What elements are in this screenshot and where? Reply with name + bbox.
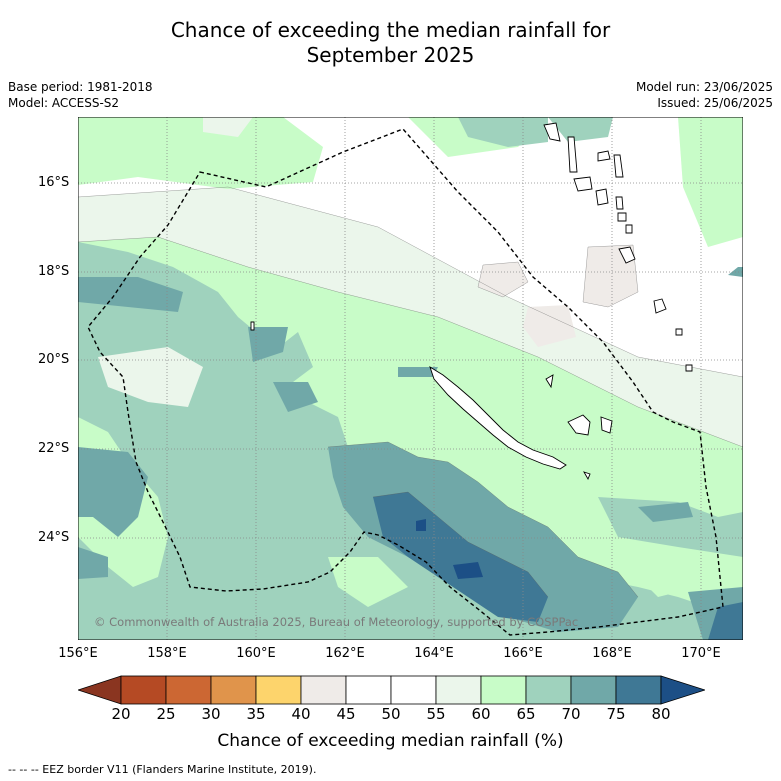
- colorbar-label: 60: [471, 705, 491, 723]
- colorbar-over-triangle: [660, 675, 705, 705]
- colorbar-label: 80: [651, 705, 671, 723]
- colorbar-box: [570, 675, 617, 705]
- title-line-1: Chance of exceeding the median rainfall …: [170, 18, 611, 42]
- colorbar-box: [120, 675, 167, 705]
- colorbar-box: [435, 675, 482, 705]
- copyright-text: © Commonwealth of Australia 2025, Bureau…: [94, 615, 578, 629]
- colorbar-label: 75: [606, 705, 626, 723]
- model-name: Model: ACCESS-S2: [8, 96, 120, 110]
- lon-label-168e: 168°E: [592, 646, 632, 661]
- title-line-2: September 2025: [306, 43, 475, 67]
- rainfall-map: © Commonwealth of Australia 2025, Bureau…: [78, 117, 743, 640]
- graticule: [78, 117, 743, 640]
- coastlines: [250, 122, 693, 481]
- lon-label-170e: 170°E: [681, 646, 721, 661]
- model-run: Model run: 23/06/2025: [635, 80, 773, 94]
- lon-label-160e: 160°E: [236, 646, 276, 661]
- lat-label-16s: 16°S: [38, 175, 70, 190]
- lon-label-164e: 164°E: [414, 646, 454, 661]
- colorbar-label: 30: [201, 705, 221, 723]
- colorbar-label: 25: [156, 705, 176, 723]
- colorbar-title: Chance of exceeding median rainfall (%): [217, 731, 564, 751]
- colorbar-under-triangle: [78, 675, 122, 705]
- colorbar-boxes: [120, 675, 662, 705]
- lon-label-162e: 162°E: [325, 646, 365, 661]
- lon-label-158e: 158°E: [147, 646, 187, 661]
- base-period: Base period: 1981-2018: [8, 80, 153, 94]
- colorbar-label: 20: [111, 705, 131, 723]
- colorbar-label: 50: [381, 705, 401, 723]
- lat-label-22s: 22°S: [38, 441, 70, 456]
- lat-label-18s: 18°S: [38, 264, 70, 279]
- colorbar-box: [300, 675, 347, 705]
- colorbar-box: [255, 675, 302, 705]
- meta-left: Base period: 1981-2018 Model: ACCESS-S2: [8, 79, 153, 111]
- colorbar-box: [525, 675, 572, 705]
- colorbar-box: [210, 675, 257, 705]
- colorbar-label: 55: [426, 705, 446, 723]
- colorbar-label: 35: [246, 705, 266, 723]
- lat-label-20s: 20°S: [38, 352, 70, 367]
- eez-footnote: -- -- -- EEZ border V11 (Flanders Marine…: [8, 763, 317, 776]
- colorbar-box: [345, 675, 392, 705]
- eez-border: [87, 128, 724, 636]
- meta-right: Model run: 23/06/2025 Issued: 25/06/2025: [636, 79, 773, 111]
- map-title: Chance of exceeding the median rainfall …: [0, 18, 781, 68]
- colorbar-box: [390, 675, 437, 705]
- lat-label-24s: 24°S: [38, 530, 70, 545]
- lon-label-166e: 166°E: [503, 646, 543, 661]
- colorbar-label: 40: [291, 705, 311, 723]
- colorbar: [78, 675, 705, 705]
- colorbar-label: 65: [516, 705, 536, 723]
- colorbar-label: 70: [561, 705, 581, 723]
- probability-shading: [78, 117, 743, 640]
- colorbar-label: 45: [336, 705, 356, 723]
- colorbar-box: [165, 675, 212, 705]
- colorbar-box: [615, 675, 662, 705]
- lon-label-156e: 156°E: [58, 646, 98, 661]
- issued-date: Issued: 25/06/2025: [657, 96, 773, 110]
- colorbar-box: [480, 675, 527, 705]
